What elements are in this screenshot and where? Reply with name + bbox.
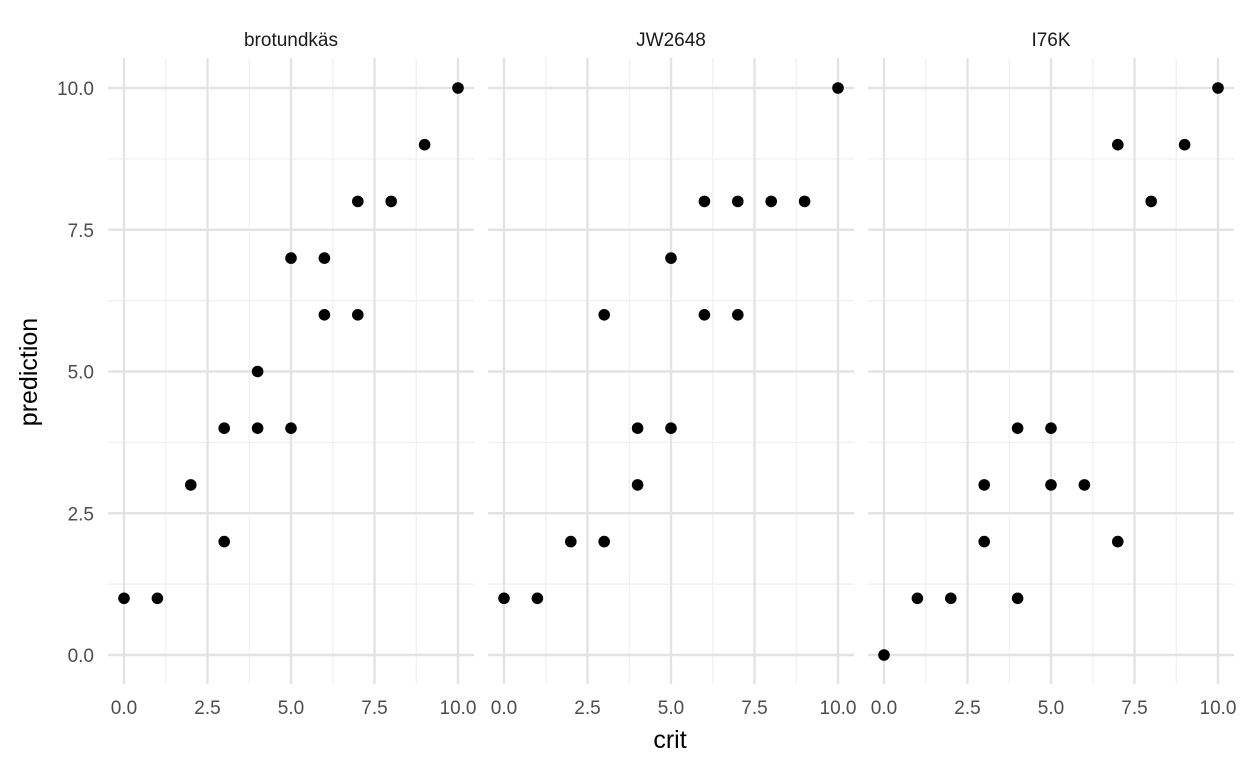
data-point [251, 365, 264, 378]
data-point [352, 195, 364, 208]
data-point [798, 195, 811, 208]
data-point [598, 309, 610, 321]
panels-group: brotundkäs 0.0 2.5 5.0 7.5 10.0 JW2648 0.0 2.5 5.… [108, 30, 1236, 719]
data-point [631, 422, 644, 435]
data-point [1112, 138, 1124, 151]
data-point [1078, 479, 1091, 491]
x-tick-label: 2.5 [954, 698, 980, 719]
data-point [698, 309, 711, 321]
x-tick-label: 0.0 [491, 698, 517, 719]
data-point [318, 309, 331, 321]
data-point [418, 138, 431, 151]
data-point [878, 649, 890, 661]
data-point [1045, 422, 1057, 435]
data-point [185, 479, 197, 491]
data-point [385, 195, 398, 208]
x-tick-label: 2.5 [194, 698, 220, 719]
data-point [911, 592, 924, 605]
data-point [698, 195, 711, 208]
x-tick-label: 0.0 [111, 698, 137, 719]
data-point [452, 82, 464, 94]
data-point [732, 309, 744, 321]
data-point [978, 535, 990, 548]
x-tick-label: 7.5 [361, 698, 387, 719]
x-tick-label: 5.0 [1038, 698, 1064, 719]
data-point [598, 535, 610, 548]
data-point [151, 592, 164, 605]
data-point [665, 252, 677, 264]
data-point [251, 422, 264, 435]
x-tick-label: 5.0 [278, 698, 304, 719]
data-point [318, 252, 331, 264]
data-point [1178, 138, 1191, 151]
y-tick-label: 10.0 [57, 79, 94, 100]
data-point [118, 592, 130, 605]
x-tick-label: 10.0 [820, 698, 857, 719]
data-point [1011, 592, 1024, 605]
facet-panel: JW2648 0.0 2.5 5.0 7.5 10.0 [488, 30, 856, 719]
data-point [498, 592, 510, 605]
data-point [1011, 422, 1024, 435]
data-point [832, 82, 844, 94]
y-tick-label: 2.5 [68, 504, 94, 525]
facet-strip-label: brotundkäs [244, 30, 338, 51]
facet-strip-label: I76K [1031, 30, 1070, 51]
y-axis-title: prediction [15, 318, 43, 426]
x-tick-label: 5.0 [658, 698, 684, 719]
x-tick-label: 2.5 [574, 698, 600, 719]
y-tick-label: 0.0 [68, 646, 94, 667]
data-point [765, 195, 777, 208]
data-point [565, 535, 577, 548]
data-point [285, 252, 297, 264]
facet-panel: I76K 0.0 2.5 5.0 7.5 10.0 [868, 30, 1236, 719]
x-tick-label: 10.0 [440, 698, 477, 719]
data-point [218, 422, 230, 435]
y-axis-ticks: 0.0 2.5 5.0 7.5 10.0 [57, 79, 94, 667]
y-tick-label: 7.5 [68, 221, 94, 242]
x-axis-title: crit [653, 726, 686, 754]
data-point [732, 195, 744, 208]
facet-strip-label: JW2648 [636, 30, 706, 51]
y-tick-label: 5.0 [68, 363, 94, 384]
data-point [531, 592, 544, 605]
x-tick-label: 0.0 [871, 698, 897, 719]
x-tick-label: 7.5 [741, 698, 767, 719]
data-point [631, 479, 644, 491]
data-point [285, 422, 297, 435]
data-point [1212, 82, 1224, 94]
data-point [665, 422, 677, 435]
facet-panel: brotundkäs 0.0 2.5 5.0 7.5 10.0 [108, 30, 476, 719]
data-point [352, 309, 364, 321]
data-point [945, 592, 957, 605]
data-point [978, 479, 990, 491]
data-point [1112, 535, 1124, 548]
data-point [1045, 479, 1057, 491]
x-tick-label: 10.0 [1200, 698, 1237, 719]
data-point [1145, 195, 1157, 208]
x-tick-label: 7.5 [1121, 698, 1147, 719]
data-point [218, 535, 230, 548]
